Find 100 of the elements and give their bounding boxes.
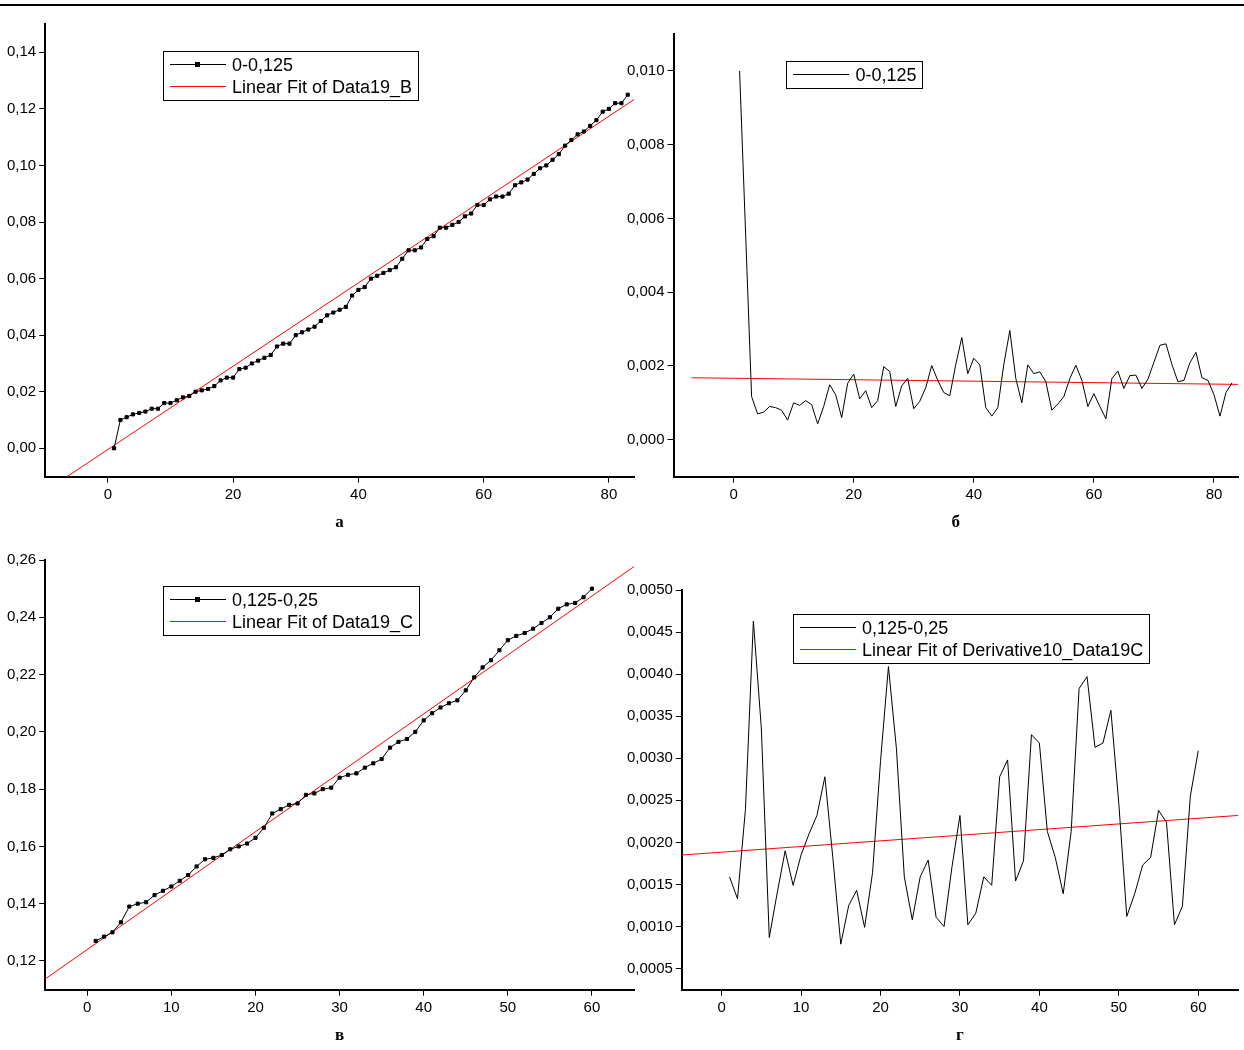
point (413, 729, 418, 734)
legend-label: Linear Fit of Data19_B (231, 76, 413, 99)
legend-label: 0-0,125 (231, 54, 294, 77)
point (531, 626, 536, 631)
y-tick-label: 0,008 (626, 134, 665, 152)
y-tick-label: 0,000 (626, 429, 665, 447)
legend-label: Linear Fit of Derivative10_Data19C (862, 638, 1144, 661)
point (497, 648, 502, 653)
y-tick-label: 0,0045 (626, 622, 673, 640)
legend-label: Linear Fit of Data19_C (231, 610, 414, 633)
y-tick-label: 0,0005 (626, 958, 673, 976)
point (345, 772, 351, 777)
point (152, 893, 157, 898)
point (169, 884, 174, 889)
y-tick-label: 0,0010 (626, 916, 673, 934)
y-tick-label: 0,22 (6, 664, 37, 682)
x-tick-label: 20 (247, 997, 264, 1015)
point (312, 791, 317, 796)
point (463, 688, 468, 693)
y-tick-label: 0,006 (626, 208, 665, 226)
y-tick-label: 0,26 (6, 550, 37, 568)
point (480, 665, 485, 670)
point (547, 615, 552, 620)
y-tick-label: 0,16 (6, 836, 37, 854)
point (160, 888, 166, 893)
point (127, 904, 132, 909)
x-tick-label: 20 (845, 484, 863, 502)
x-axis-title: г (956, 1025, 965, 1045)
point (505, 638, 510, 643)
point (320, 787, 325, 792)
y-tick-label: 0,02 (6, 381, 37, 399)
x-tick-label: 0 (729, 484, 738, 502)
x-axis-title: а (335, 512, 345, 532)
y-tick-label: 0,004 (626, 282, 665, 300)
point (177, 878, 182, 883)
x-axis-title: б (951, 512, 961, 532)
point (472, 675, 477, 680)
point (236, 844, 241, 849)
legend-label: 0-0,125 (855, 63, 917, 86)
y-tick-label: 0,14 (6, 893, 37, 911)
point (93, 938, 98, 943)
point (102, 934, 107, 939)
point (245, 841, 250, 846)
point (329, 785, 334, 790)
y-tick-label: 0,10 (6, 155, 37, 173)
x-tick-label: 0 (103, 484, 113, 502)
point (589, 586, 594, 591)
point (303, 792, 309, 797)
point (379, 756, 384, 762)
x-tick-label: 30 (951, 997, 969, 1015)
x-tick-label: 10 (792, 997, 810, 1015)
point (388, 745, 393, 750)
x-tick-label: 40 (1031, 997, 1048, 1015)
legend-label: 0,125-0,25 (862, 616, 949, 639)
x-tick-label: 80 (600, 484, 618, 502)
x-tick-label: 50 (1110, 997, 1128, 1015)
point (421, 718, 426, 723)
point (455, 698, 460, 703)
x-tick-label: 0 (83, 997, 92, 1015)
x-tick-label: 60 (475, 484, 493, 502)
y-tick-label: 0,06 (6, 268, 37, 286)
point (118, 920, 123, 925)
x-axis-title: в (335, 1025, 345, 1045)
y-tick-label: 0,0020 (626, 832, 673, 850)
x-tick-label: 60 (1189, 997, 1207, 1015)
point (556, 606, 561, 611)
legend-label: 0,125-0,25 (231, 588, 319, 611)
point (270, 811, 275, 816)
x-tick-label: 50 (499, 997, 517, 1015)
point (354, 771, 359, 776)
point (202, 857, 208, 862)
x-tick-label: 20 (872, 997, 889, 1015)
y-tick-label: 0,0015 (626, 874, 673, 892)
point (135, 901, 140, 906)
y-tick-label: 0,08 (6, 212, 37, 230)
y-tick-label: 0,0025 (626, 790, 673, 808)
point (228, 847, 233, 852)
point (522, 630, 527, 636)
point (219, 852, 224, 858)
y-tick-label: 0,20 (6, 721, 37, 739)
point (564, 602, 569, 607)
y-tick-label: 0,04 (6, 325, 37, 343)
point (211, 855, 216, 860)
y-tick-label: 0,002 (626, 356, 665, 374)
y-tick-label: 0,12 (6, 951, 37, 969)
y-tick-label: 0,24 (6, 607, 37, 625)
x-tick-label: 40 (350, 484, 367, 502)
point (396, 739, 401, 744)
point (430, 711, 435, 716)
point (446, 701, 451, 706)
point (337, 775, 342, 780)
point (488, 658, 494, 663)
x-tick-label: 40 (965, 484, 983, 502)
point (278, 807, 283, 812)
y-tick-label: 0,12 (6, 99, 37, 116)
point (110, 930, 115, 935)
point (261, 825, 266, 830)
y-tick-label: 0,0050 (626, 580, 673, 598)
point (404, 736, 409, 742)
y-tick-label: 0,14 (6, 42, 37, 60)
